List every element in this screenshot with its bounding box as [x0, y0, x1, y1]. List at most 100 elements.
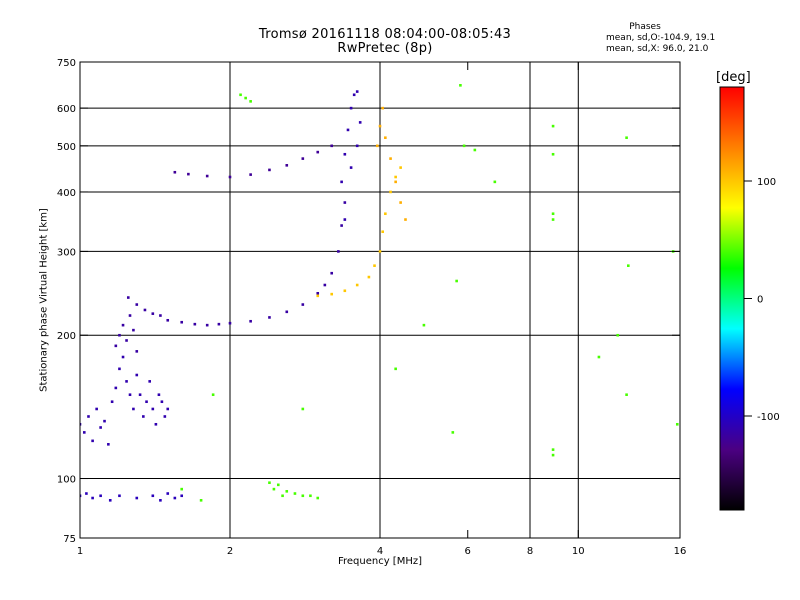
data-point: [378, 250, 382, 253]
colorbar: [719, 86, 745, 511]
phases-x-stats: mean, sd,X: 96.0, 21.0: [606, 44, 709, 54]
x-tick-label: 16: [674, 546, 687, 557]
data-point: [268, 316, 271, 319]
data-point: [228, 175, 232, 179]
data-point: [126, 296, 130, 299]
data-point: [173, 170, 177, 174]
axis-ticks: 1 2 4 6 8 10 16 75 100 200 300 400 500 600 750: [57, 58, 686, 557]
data-point: [272, 487, 276, 491]
data-point: [551, 453, 555, 457]
y-tick-label: 600: [57, 104, 76, 115]
data-point: [142, 415, 145, 418]
data-point: [118, 333, 121, 337]
data-point: [249, 173, 252, 176]
data-point: [138, 393, 142, 397]
data-point: [616, 333, 620, 337]
data-point: [285, 490, 289, 493]
data-point: [323, 283, 327, 287]
data-point: [163, 415, 167, 418]
x-tick-label: 8: [527, 546, 533, 557]
chart-subtitle: RwPretec (8p): [337, 41, 433, 56]
data-point: [355, 283, 359, 287]
x-tick-label: 10: [572, 546, 585, 557]
data-point: [340, 224, 343, 227]
data-point: [394, 367, 397, 371]
data-point: [154, 422, 158, 426]
data-point: [228, 321, 232, 325]
data-point: [135, 350, 139, 353]
data-point: [597, 355, 601, 359]
data-point: [389, 157, 392, 160]
data-point: [99, 426, 102, 429]
colorbar-ticks: 100 0 -100: [744, 177, 780, 423]
data-point: [205, 174, 209, 178]
data-point: [268, 168, 271, 172]
chart-title: Tromsø 20161118 08:04:00-08:05:43: [258, 27, 512, 42]
data-point: [143, 308, 147, 312]
data-point: [268, 481, 271, 485]
data-point: [316, 496, 320, 500]
data-points: [80, 84, 679, 502]
data-point: [455, 279, 458, 283]
data-point: [343, 218, 347, 221]
data-point: [330, 271, 334, 275]
data-point: [205, 323, 209, 327]
data-point: [151, 494, 155, 498]
data-point: [551, 218, 555, 221]
data-point: [551, 448, 555, 451]
data-point: [627, 264, 630, 267]
data-point: [107, 443, 110, 446]
data-point: [281, 494, 284, 498]
data-point: [389, 190, 392, 194]
data-point: [114, 344, 118, 348]
colorbar-unit: [deg]: [716, 70, 751, 85]
data-point: [301, 407, 305, 411]
data-point: [551, 212, 555, 216]
data-point: [166, 407, 170, 411]
data-point: [625, 393, 628, 397]
data-point: [82, 431, 86, 434]
data-point: [301, 494, 305, 498]
data-point: [276, 483, 280, 487]
data-point: [148, 380, 152, 383]
data-point: [378, 124, 382, 128]
data-point: [132, 407, 135, 411]
data-point: [249, 100, 252, 103]
data-point: [217, 322, 221, 326]
data-point: [151, 407, 155, 411]
x-axis-label: Frequency [MHz]: [337, 556, 423, 567]
data-point: [551, 124, 555, 128]
data-point: [352, 93, 356, 97]
data-point: [135, 496, 139, 500]
data-point: [384, 212, 387, 216]
data-point: [118, 367, 121, 371]
data-point: [316, 291, 320, 295]
data-point: [132, 328, 135, 332]
data-point: [91, 439, 94, 443]
y-tick-label: 400: [57, 188, 76, 199]
data-point: [381, 230, 384, 234]
data-point: [110, 400, 114, 404]
data-point: [199, 499, 203, 502]
data-point: [373, 264, 376, 267]
data-point: [91, 496, 94, 500]
data-point: [285, 310, 289, 314]
data-point: [381, 106, 384, 110]
data-point: [80, 422, 82, 426]
y-tick-label: 75: [63, 534, 76, 545]
data-point: [114, 386, 118, 390]
data-point: [355, 144, 359, 148]
data-point: [399, 166, 402, 169]
data-point: [355, 90, 359, 93]
data-point: [125, 339, 128, 342]
data-point: [180, 487, 184, 491]
data-point: [135, 373, 139, 377]
y-tick-label: 100: [57, 475, 76, 486]
y-tick-label: 750: [57, 58, 76, 69]
colorbar-tick-label: -100: [757, 412, 780, 423]
data-point: [249, 319, 252, 323]
data-point: [349, 106, 353, 110]
data-point: [160, 400, 164, 404]
data-point: [135, 303, 139, 306]
